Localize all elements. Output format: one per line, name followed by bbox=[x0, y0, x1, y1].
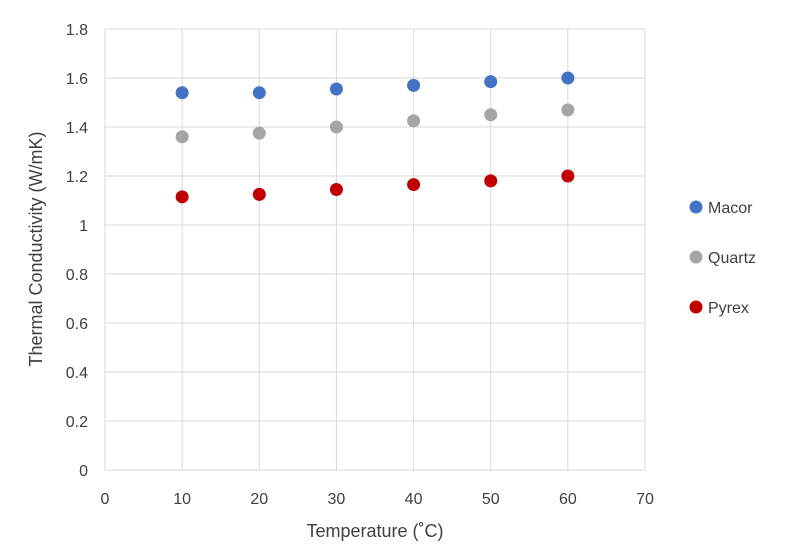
data-point-pyrex bbox=[484, 174, 498, 188]
y-tick-label: 0.6 bbox=[66, 316, 88, 333]
data-point-pyrex bbox=[407, 178, 421, 192]
tick-labels: 0 0.2 0.4 0.6 0.8 1 1.2 1.4 1.6 1.8 0 10 20 30 40 50 60 7… bbox=[66, 22, 654, 508]
y-tick-label: 1.8 bbox=[66, 22, 88, 39]
data-point-macor bbox=[252, 86, 266, 100]
y-tick-label: 0.8 bbox=[66, 267, 88, 284]
legend-label: Pyrex bbox=[708, 300, 749, 317]
data-point-pyrex bbox=[252, 187, 266, 201]
legend-marker bbox=[689, 250, 703, 264]
y-tick-label: 1.6 bbox=[66, 71, 88, 88]
y-tick-label: 1.4 bbox=[66, 120, 88, 137]
x-tick-label: 10 bbox=[173, 491, 191, 508]
x-tick-label: 40 bbox=[405, 491, 423, 508]
legend-item-macor: Macor bbox=[689, 200, 753, 217]
x-tick-label: 50 bbox=[482, 491, 500, 508]
y-tick-label: 0 bbox=[79, 463, 88, 480]
data-point-macor bbox=[407, 78, 421, 92]
data-point-macor bbox=[484, 75, 498, 89]
series-pyrex bbox=[175, 169, 575, 204]
legend: Macor Quartz Pyrex bbox=[689, 200, 756, 317]
series-quartz bbox=[175, 103, 575, 144]
x-axis-title: Temperature (˚C) bbox=[306, 521, 443, 541]
legend-item-quartz: Quartz bbox=[689, 250, 756, 267]
data-point-quartz bbox=[484, 108, 498, 122]
data-point-macor bbox=[561, 71, 575, 85]
series-macor bbox=[175, 71, 575, 100]
x-tick-label: 60 bbox=[559, 491, 577, 508]
x-tick-label: 20 bbox=[250, 491, 268, 508]
data-point-quartz bbox=[561, 103, 575, 117]
legend-marker bbox=[689, 200, 703, 214]
data-point-macor bbox=[329, 82, 343, 96]
data-point-quartz bbox=[329, 120, 343, 134]
y-tick-label: 1 bbox=[79, 218, 88, 235]
x-tick-label: 30 bbox=[328, 491, 346, 508]
data-point-quartz bbox=[252, 126, 266, 140]
legend-label: Macor bbox=[708, 200, 753, 217]
y-tick-label: 1.2 bbox=[66, 169, 88, 186]
data-point-quartz bbox=[175, 130, 189, 144]
x-tick-label: 0 bbox=[101, 491, 110, 508]
data-point-quartz bbox=[407, 114, 421, 128]
y-tick-label: 0.4 bbox=[66, 365, 88, 382]
data-point-pyrex bbox=[561, 169, 575, 183]
data-points bbox=[175, 71, 575, 204]
legend-marker bbox=[689, 300, 703, 314]
x-tick-label: 70 bbox=[636, 491, 654, 508]
grid bbox=[104, 28, 646, 471]
legend-item-pyrex: Pyrex bbox=[689, 300, 749, 317]
legend-label: Quartz bbox=[708, 250, 756, 267]
y-axis-title: Thermal Conductivity (W/mK) bbox=[26, 131, 46, 366]
data-point-macor bbox=[175, 86, 189, 100]
data-point-pyrex bbox=[175, 190, 189, 204]
data-point-pyrex bbox=[329, 182, 343, 196]
y-tick-label: 0.2 bbox=[66, 414, 88, 431]
